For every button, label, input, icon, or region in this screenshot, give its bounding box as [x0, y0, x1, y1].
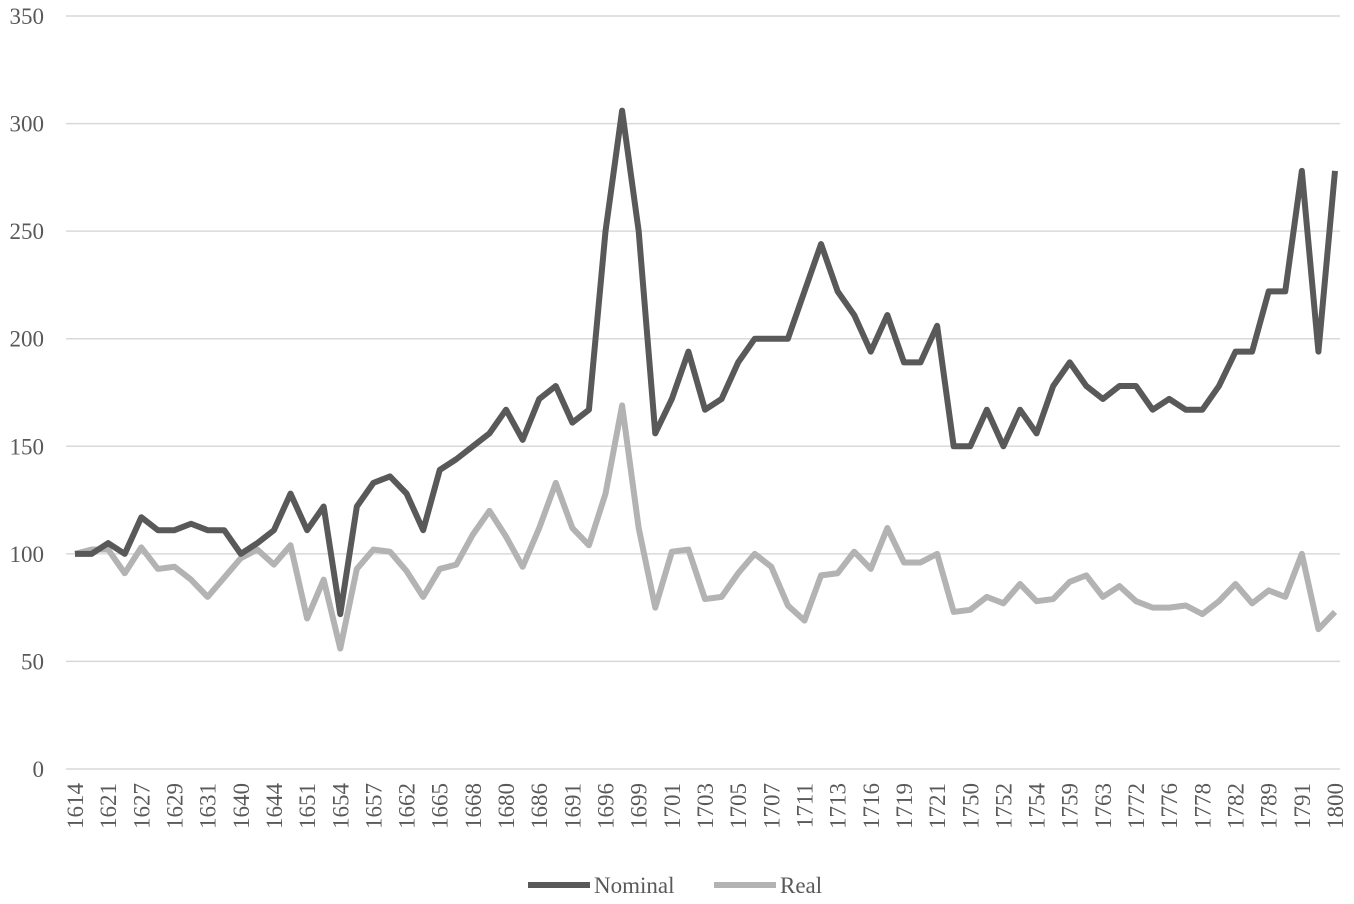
x-tick-label: 1759 [1058, 783, 1083, 829]
y-tick-label: 50 [21, 649, 44, 674]
x-tick-label: 1686 [527, 783, 552, 829]
x-tick-label: 1707 [759, 783, 784, 829]
x-tick-label: 1657 [361, 783, 386, 829]
x-tick-label: 1701 [660, 783, 685, 829]
x-tick-label: 1621 [96, 783, 121, 829]
x-tick-label: 1754 [1025, 783, 1050, 830]
x-tick-label: 1640 [229, 783, 254, 829]
y-tick-label: 0 [33, 757, 45, 782]
x-tick-label: 1800 [1323, 783, 1348, 829]
legend-item: Nominal [528, 873, 675, 898]
x-tick-label: 1680 [494, 783, 519, 829]
x-tick-label: 1696 [594, 783, 619, 829]
x-tick-label: 1631 [196, 783, 221, 829]
x-tick-label: 1651 [295, 783, 320, 829]
x-tick-label: 1716 [859, 783, 884, 829]
x-tick-label: 1713 [826, 783, 851, 829]
x-tick-label: 1752 [991, 783, 1016, 829]
legend-item: Real [714, 873, 822, 898]
x-tick-label: 1654 [328, 783, 353, 830]
y-tick-label: 300 [10, 112, 45, 137]
x-tick-label: 1629 [162, 783, 187, 829]
y-tick-label: 100 [10, 542, 45, 567]
x-tick-label: 1665 [428, 783, 453, 829]
line-series [75, 107, 1338, 618]
x-tick-label: 1705 [726, 783, 751, 829]
x-tick-label: 1614 [63, 783, 88, 830]
x-tick-label: 1750 [958, 783, 983, 829]
x-tick-label: 1772 [1124, 783, 1149, 829]
x-tick-label: 1662 [395, 783, 420, 829]
x-tick-label: 1791 [1290, 783, 1315, 829]
x-tick-label: 1691 [560, 783, 585, 829]
x-tick-label: 1721 [925, 783, 950, 829]
legend-label: Nominal [594, 873, 675, 898]
line-series [74, 402, 1338, 652]
x-tick-label: 1763 [1091, 783, 1116, 829]
y-tick-label: 200 [10, 327, 45, 352]
x-tick-label: 1782 [1224, 783, 1249, 829]
x-tick-label: 1789 [1257, 783, 1282, 829]
x-tick-label: 1699 [627, 783, 652, 829]
x-tick-label: 1776 [1157, 783, 1182, 829]
x-tick-label: 1668 [461, 783, 486, 829]
x-tick-label: 1627 [129, 783, 154, 829]
x-tick-label: 1644 [262, 783, 287, 830]
x-tick-label: 1778 [1190, 783, 1215, 829]
y-tick-label: 150 [10, 434, 45, 459]
y-tick-label: 250 [10, 219, 45, 244]
legend-label: Real [780, 873, 822, 898]
x-tick-label: 1719 [892, 783, 917, 829]
x-tick-label: 1703 [693, 783, 718, 829]
x-tick-label: 1711 [792, 783, 817, 828]
y-tick-label: 350 [10, 4, 45, 29]
